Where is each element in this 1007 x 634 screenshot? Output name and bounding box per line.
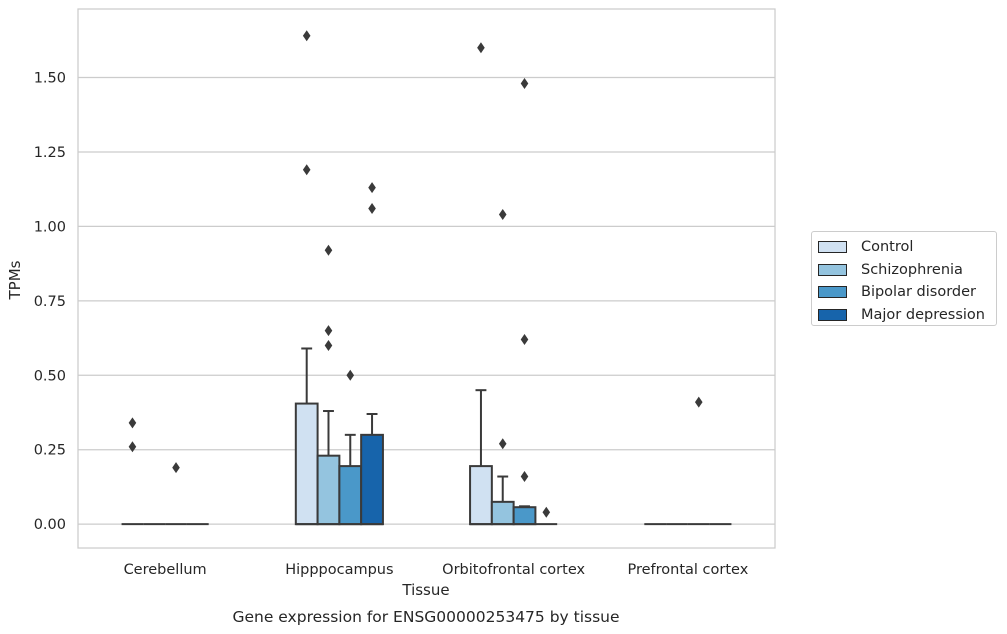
outlier-point: [302, 30, 311, 42]
outlier-point: [302, 164, 311, 176]
series-control: [121, 347, 667, 526]
box: [316, 454, 341, 526]
legend-label-schizophrenia: Schizophrenia: [861, 261, 963, 278]
x-axis-label: Tissue: [401, 581, 449, 599]
outlier-point: [128, 441, 137, 453]
y-tick-label: 0.50: [34, 368, 66, 384]
outlier-point: [542, 506, 551, 518]
x-tick-labels: Cerebellum Hipppocampus Orbitofrontal cort…: [124, 562, 749, 578]
outlier-point: [324, 244, 333, 256]
box-series: [121, 347, 732, 526]
legend-label-control: Control: [861, 239, 914, 256]
box: [360, 433, 384, 526]
plot-area-frame: [77, 8, 776, 549]
outlier-point: [498, 208, 507, 220]
x-tick-label: Prefrontal cortex: [627, 562, 748, 578]
box: [490, 500, 515, 526]
y-tick-label: 1.00: [34, 219, 66, 235]
legend-item-control: Control: [818, 236, 996, 259]
x-tick-label: Hipppocampus: [285, 562, 393, 578]
chart-caption: Gene expression for ENSG00000253475 by t…: [232, 608, 619, 626]
outlier-point: [477, 42, 485, 54]
outlier-point: [520, 334, 529, 346]
legend-item-major-depression: Major depression: [818, 304, 996, 327]
outlier-point: [346, 369, 355, 381]
outlier-point: [368, 203, 376, 215]
y-tick-label: 0.75: [34, 294, 66, 310]
legend-label-bipolar-disorder: Bipolar disorder: [861, 284, 976, 301]
legend-label-major-depression: Major depression: [861, 306, 985, 323]
outlier-point: [324, 325, 333, 337]
outlier-point: [520, 471, 529, 483]
box: [294, 402, 319, 526]
y-axis-label: TPMs: [6, 260, 24, 300]
outlier-point: [498, 438, 507, 450]
legend-swatch-bipolar-disorder: [818, 286, 847, 299]
box: [469, 465, 493, 526]
outlier-point: [520, 77, 529, 89]
series-major-depression: [186, 412, 732, 526]
outlier-point: [694, 396, 703, 408]
x-tick-label: Cerebellum: [124, 562, 207, 578]
legend-item-bipolar-disorder: Bipolar disorder: [818, 281, 996, 304]
y-tick-labels: 0.00 0.25 0.50 0.75 1.00 1.25 1.50: [34, 70, 66, 533]
y-tick-label: 0.00: [34, 517, 66, 533]
outlier-points: [128, 30, 703, 518]
legend-swatch-major-depression: [818, 308, 847, 321]
series-schizophrenia: [143, 410, 688, 526]
series-bipolar-disorder: [165, 433, 710, 526]
box: [338, 465, 363, 526]
y-tick-label: 1.50: [34, 70, 66, 86]
legend-item-schizophrenia: Schizophrenia: [818, 259, 996, 282]
outlier-point: [128, 417, 137, 429]
gridlines: [78, 76, 775, 525]
y-tick-label: 1.25: [34, 145, 66, 161]
y-tick-label: 0.25: [34, 443, 66, 459]
box: [512, 506, 537, 526]
legend: Control Schizophrenia Bipolar disorder M…: [811, 231, 997, 326]
outlier-point: [324, 340, 333, 352]
legend-swatch-control: [818, 241, 847, 254]
outlier-point: [172, 462, 180, 474]
legend-swatch-schizophrenia: [818, 263, 847, 276]
x-tick-label: Orbitofrontal cortex: [442, 562, 585, 578]
outlier-point: [368, 182, 376, 194]
